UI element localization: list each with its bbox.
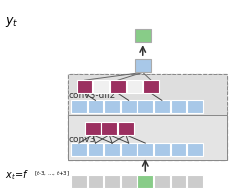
Text: $_{[t\text{-}3,\,\ldots,\,t\text{+}3]}$: $_{[t\text{-}3,\,\ldots,\,t\text{+}3]}$: [34, 169, 70, 179]
Bar: [71, 175, 86, 188]
Bar: [87, 100, 103, 113]
Bar: [109, 80, 125, 93]
Bar: [137, 143, 152, 156]
Bar: [104, 175, 119, 188]
Bar: [76, 80, 92, 93]
Bar: [93, 80, 109, 93]
Bar: [104, 143, 119, 156]
FancyBboxPatch shape: [67, 74, 226, 160]
Bar: [186, 143, 202, 156]
Bar: [153, 143, 169, 156]
Bar: [118, 122, 133, 135]
Bar: [120, 143, 136, 156]
Text: $x_t\!=\!f$: $x_t\!=\!f$: [5, 168, 30, 182]
Bar: [134, 29, 150, 42]
Bar: [143, 80, 158, 93]
Bar: [101, 122, 117, 135]
FancyBboxPatch shape: [67, 74, 226, 116]
Text: conv3-dil2: conv3-dil2: [68, 91, 116, 100]
Bar: [137, 175, 152, 188]
Bar: [134, 59, 150, 72]
Bar: [170, 100, 185, 113]
Bar: [170, 143, 185, 156]
Bar: [71, 100, 86, 113]
Bar: [71, 143, 86, 156]
Bar: [104, 100, 119, 113]
Bar: [87, 143, 103, 156]
FancyBboxPatch shape: [67, 115, 226, 160]
Bar: [186, 175, 202, 188]
Bar: [85, 122, 100, 135]
Bar: [186, 100, 202, 113]
Bar: [126, 80, 142, 93]
Bar: [87, 175, 103, 188]
Text: $y_t$: $y_t$: [5, 15, 19, 29]
Bar: [170, 175, 185, 188]
Bar: [120, 100, 136, 113]
Bar: [153, 175, 169, 188]
Bar: [120, 175, 136, 188]
Bar: [153, 100, 169, 113]
Bar: [137, 100, 152, 113]
Text: conv3: conv3: [68, 135, 96, 144]
